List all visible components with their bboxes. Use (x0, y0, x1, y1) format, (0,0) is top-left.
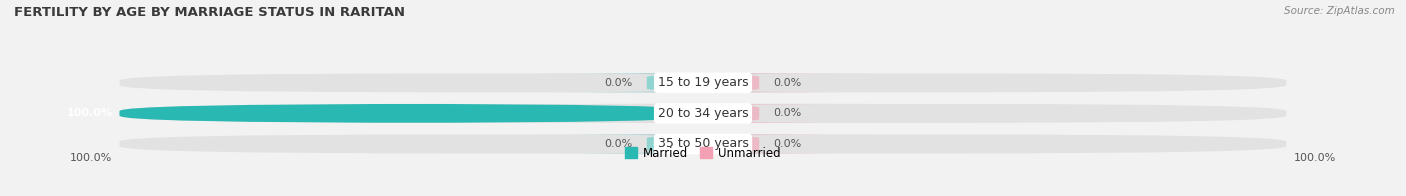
FancyBboxPatch shape (120, 104, 703, 123)
Text: 0.0%: 0.0% (773, 78, 801, 88)
FancyBboxPatch shape (120, 104, 1286, 123)
Text: 0.0%: 0.0% (773, 108, 801, 118)
FancyBboxPatch shape (120, 134, 1286, 153)
FancyBboxPatch shape (537, 73, 813, 92)
Text: FERTILITY BY AGE BY MARRIAGE STATUS IN RARITAN: FERTILITY BY AGE BY MARRIAGE STATUS IN R… (14, 6, 405, 19)
Text: 20 to 34 years: 20 to 34 years (658, 107, 748, 120)
Text: 100.0%: 100.0% (66, 108, 112, 118)
FancyBboxPatch shape (593, 73, 869, 92)
Text: Source: ZipAtlas.com: Source: ZipAtlas.com (1284, 6, 1395, 16)
Legend: Married, Unmarried: Married, Unmarried (620, 142, 786, 164)
Text: 35 to 50 years: 35 to 50 years (658, 137, 748, 150)
Text: 100.0%: 100.0% (70, 153, 112, 163)
Text: 0.0%: 0.0% (605, 139, 633, 149)
FancyBboxPatch shape (120, 73, 1286, 92)
Text: 100.0%: 100.0% (1294, 153, 1336, 163)
FancyBboxPatch shape (593, 104, 869, 123)
FancyBboxPatch shape (593, 134, 869, 153)
Text: 0.0%: 0.0% (605, 78, 633, 88)
Text: 15 to 19 years: 15 to 19 years (658, 76, 748, 89)
FancyBboxPatch shape (537, 134, 813, 153)
Text: 0.0%: 0.0% (773, 139, 801, 149)
